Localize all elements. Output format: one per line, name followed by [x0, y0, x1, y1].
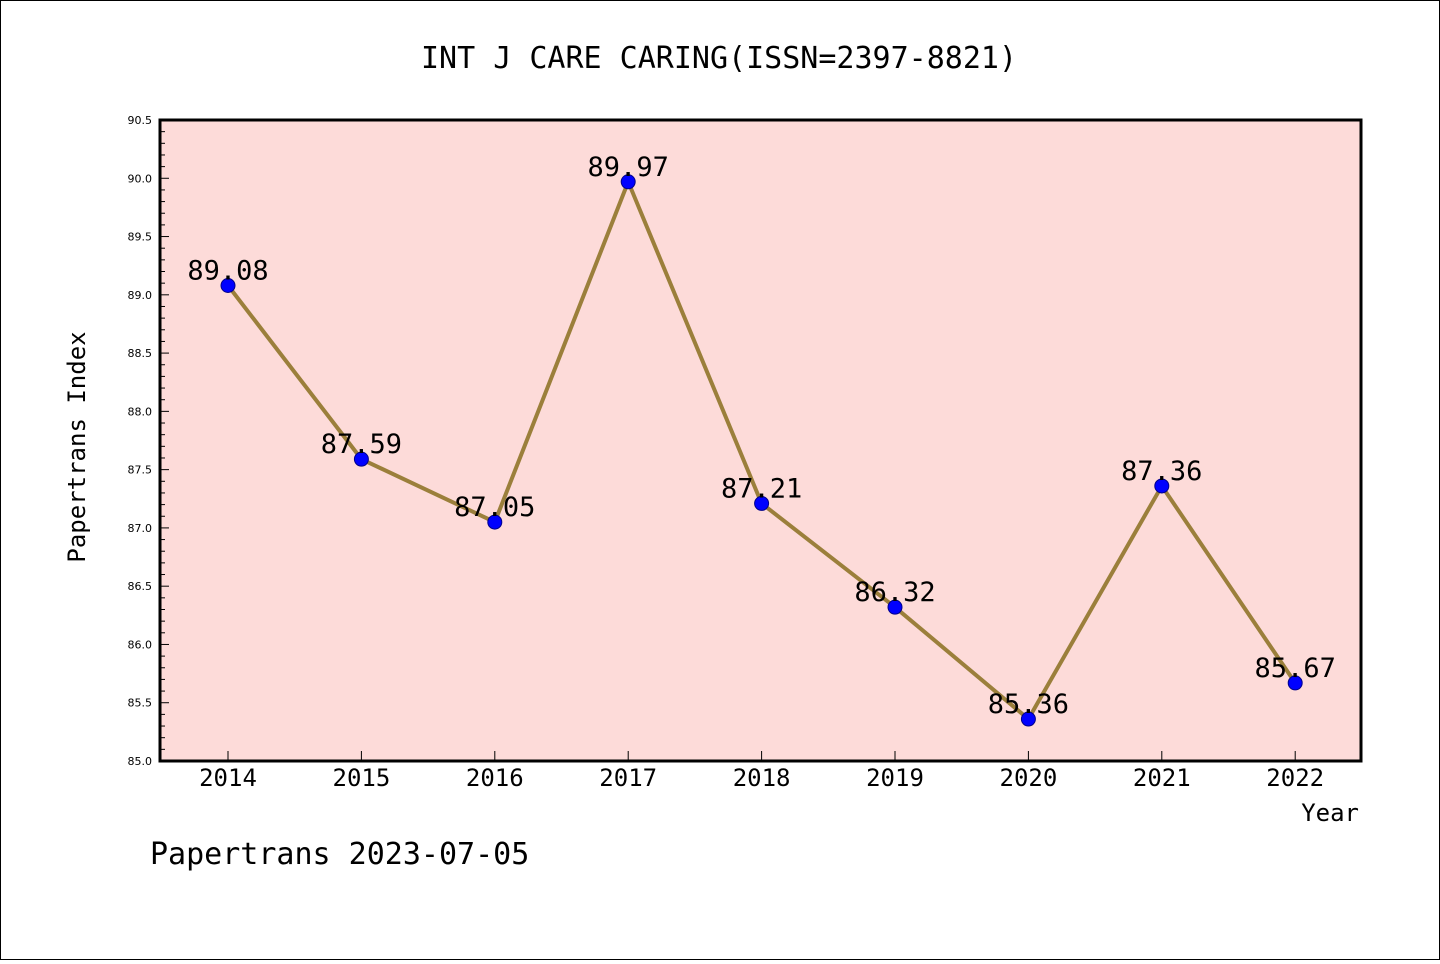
y-axis-ticks: 85.0 85.5 86.0 86.5 87.0 87.5 88.0 88.5 89.0 89.5… [128, 114, 169, 768]
y-tick-label: 89.0 [128, 289, 153, 302]
y-tick-label: 85.5 [128, 697, 153, 710]
x-tick-label: 2019 [866, 764, 924, 792]
data-point [1020, 711, 1036, 727]
x-tick-label: 2018 [733, 764, 791, 792]
data-markers [220, 174, 1303, 727]
data-label: 87.36 [1121, 456, 1202, 487]
x-tick-label: 2014 [199, 764, 257, 792]
y-tick-label: 87.5 [128, 464, 153, 477]
y-tick-label: 85.0 [128, 755, 153, 768]
x-tick-label: 2020 [1000, 764, 1058, 792]
y-tick-label: 86.0 [128, 638, 153, 651]
x-axis-ticks: 2014 2015 2016 2017 2018 2019 2020 2021 2022 [199, 751, 1324, 792]
y-tick-label: 86.5 [128, 580, 153, 593]
y-tick-label: 88.5 [128, 347, 153, 360]
footer-credit: Papertrans 2023-07-05 [150, 837, 529, 872]
y-tick-label: 89.5 [128, 231, 153, 244]
plot-border [158, 118, 1363, 763]
x-tick-label: 2016 [466, 764, 524, 792]
data-label: 89.97 [588, 152, 669, 183]
chart-title: INT J CARE CARING(ISSN=2397-8821) [421, 41, 1017, 76]
data-label: 85.67 [1255, 653, 1336, 684]
data-point [220, 277, 236, 293]
y-axis-label: Papertrans Index [63, 331, 91, 562]
y-tick-label: 87.0 [128, 522, 153, 535]
data-point [1154, 478, 1170, 494]
data-point [1287, 675, 1303, 691]
x-tick-label: 2022 [1266, 764, 1324, 792]
data-point [887, 599, 903, 615]
data-label: 87.21 [721, 473, 802, 504]
data-label: 87.59 [321, 429, 402, 460]
data-label: 87.05 [454, 492, 535, 523]
data-point [353, 451, 369, 467]
data-point [754, 495, 770, 511]
y-tick-label: 90.0 [128, 172, 153, 185]
x-tick-label: 2015 [333, 764, 391, 792]
x-tick-label: 2021 [1133, 764, 1191, 792]
x-axis-label: Year [1301, 799, 1359, 827]
data-label: 86.32 [854, 577, 935, 608]
x-tick-label: 2017 [599, 764, 657, 792]
y-tick-label: 88.0 [128, 405, 153, 418]
data-point [487, 514, 503, 530]
data-label: 85.36 [988, 689, 1069, 720]
data-labels: 89.08 87.59 87.05 89.97 87.21 86.32 85.36 87.36… [187, 152, 1335, 720]
y-tick-label: 90.5 [128, 114, 153, 127]
data-label: 89.08 [187, 255, 268, 286]
plot-area [160, 120, 1361, 761]
data-point [620, 174, 636, 190]
